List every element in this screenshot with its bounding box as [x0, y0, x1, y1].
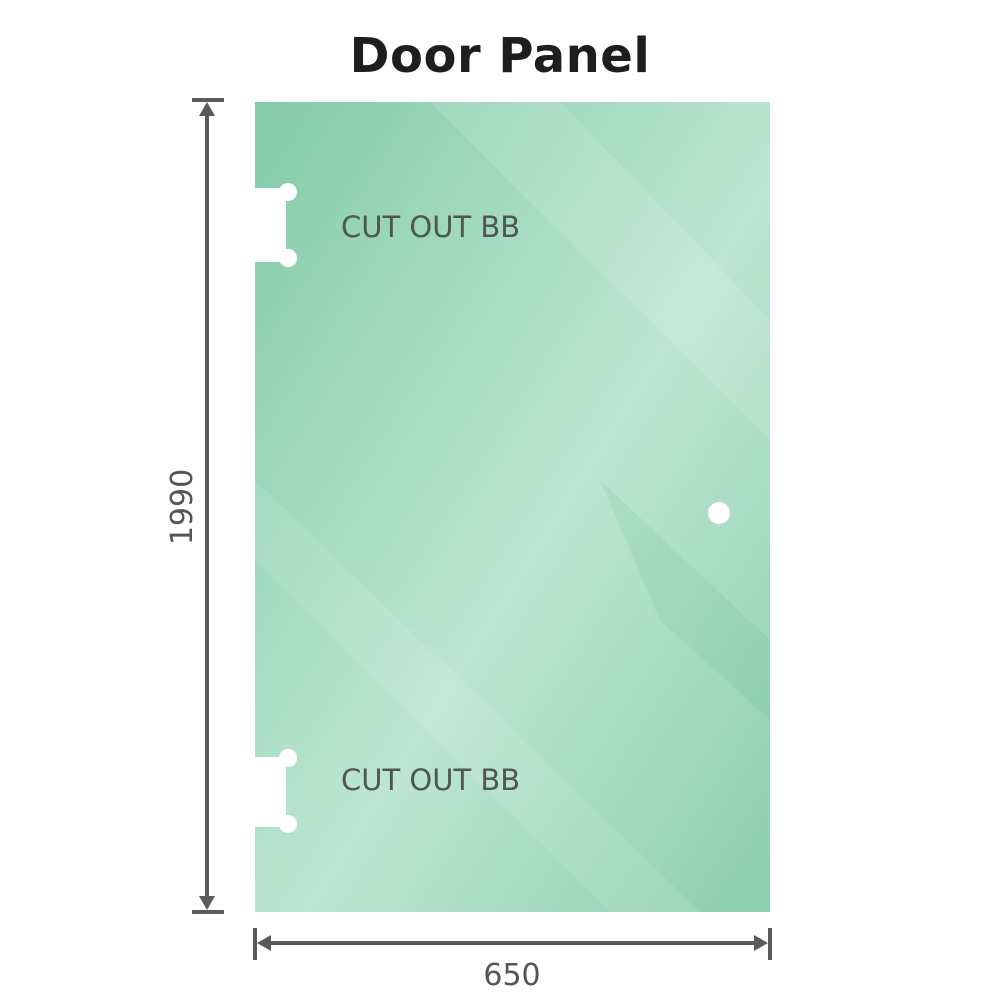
height-dimension-line: [192, 98, 224, 914]
glass-reflection: [600, 480, 770, 720]
arrow-right-icon: [754, 935, 768, 951]
height-label: 1990: [165, 469, 200, 545]
glass-panel: [255, 102, 770, 912]
arrow-up-icon: [199, 102, 215, 116]
arrow-down-icon: [199, 896, 215, 910]
cutout-label-top: CUT OUT BB: [341, 210, 520, 244]
width-label: 650: [483, 958, 540, 993]
cutout-label-bottom: CUT OUT BB: [341, 763, 520, 797]
hinge-cutout-top: [250, 183, 297, 267]
diagram-title: Door Panel: [349, 28, 651, 84]
glass-reflection: [430, 102, 770, 440]
handle-hole: [708, 502, 730, 524]
glass-reflection: [255, 480, 700, 912]
arrow-left-icon: [257, 935, 271, 951]
width-dimension-line: [253, 928, 772, 960]
hinge-cutout-bottom: [250, 749, 297, 833]
